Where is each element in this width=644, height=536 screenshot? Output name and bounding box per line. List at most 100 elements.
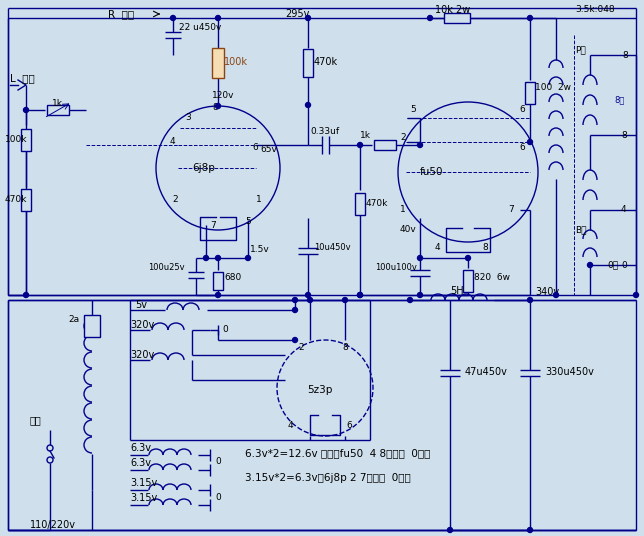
Text: 320v: 320v <box>130 350 155 360</box>
Circle shape <box>305 293 310 297</box>
Text: 5z3p: 5z3p <box>307 385 332 395</box>
Circle shape <box>527 16 533 20</box>
Text: 0黒: 0黒 <box>607 260 618 270</box>
Text: 3.15v: 3.15v <box>130 493 157 503</box>
Text: 100u100v: 100u100v <box>375 264 417 272</box>
Text: 6: 6 <box>519 144 525 153</box>
Text: 470k: 470k <box>366 199 388 209</box>
Circle shape <box>23 108 28 113</box>
Text: 0: 0 <box>222 325 228 334</box>
Bar <box>21 189 31 211</box>
Circle shape <box>527 297 533 302</box>
Circle shape <box>428 16 433 20</box>
Bar <box>212 48 224 78</box>
Bar <box>303 49 313 77</box>
Bar <box>213 272 223 290</box>
Circle shape <box>171 16 176 20</box>
Text: 100k: 100k <box>224 57 248 67</box>
Bar <box>374 140 396 150</box>
Text: 7: 7 <box>508 205 514 214</box>
Text: 8: 8 <box>342 344 348 353</box>
Bar <box>463 270 473 292</box>
Text: 10k 2w: 10k 2w <box>435 5 470 15</box>
Circle shape <box>587 263 592 267</box>
Circle shape <box>466 256 471 260</box>
Text: 6j8p: 6j8p <box>192 163 215 173</box>
Circle shape <box>408 297 413 302</box>
Circle shape <box>417 293 422 297</box>
Text: 8: 8 <box>212 103 218 113</box>
Text: 3.5k:048: 3.5k:048 <box>575 5 614 14</box>
Circle shape <box>204 256 209 260</box>
Circle shape <box>417 256 422 260</box>
Circle shape <box>553 293 558 297</box>
Circle shape <box>292 308 298 312</box>
Text: P红: P红 <box>575 46 586 55</box>
Text: 8: 8 <box>622 50 628 59</box>
Circle shape <box>292 338 298 343</box>
Circle shape <box>357 293 363 297</box>
Text: 0.33uf: 0.33uf <box>310 128 339 137</box>
Text: 6.3v*2=12.6v 供二个fu50  4 8脚灯丝  0接地: 6.3v*2=12.6v 供二个fu50 4 8脚灯丝 0接地 <box>245 448 430 458</box>
Text: 47u450v: 47u450v <box>465 367 508 377</box>
Text: 2a: 2a <box>68 316 79 324</box>
Text: 3.15v*2=6.3v供6j8p 2 7灯丝脚  0接地: 3.15v*2=6.3v供6j8p 2 7灯丝脚 0接地 <box>245 473 411 483</box>
Circle shape <box>305 102 310 108</box>
Text: 0: 0 <box>215 493 221 502</box>
Text: 5H: 5H <box>450 286 464 296</box>
Circle shape <box>417 143 422 147</box>
Text: 100k: 100k <box>5 136 28 145</box>
Text: 3: 3 <box>185 114 191 123</box>
Text: 2: 2 <box>298 344 303 353</box>
Text: 0: 0 <box>621 260 627 270</box>
Text: 680: 680 <box>224 273 242 282</box>
Text: 330u450v: 330u450v <box>545 367 594 377</box>
Text: fu50: fu50 <box>420 167 444 177</box>
Bar <box>47 105 69 115</box>
Text: 5v: 5v <box>135 300 147 310</box>
Circle shape <box>23 293 28 297</box>
Text: R  声道: R 声道 <box>108 9 134 19</box>
Circle shape <box>245 256 251 260</box>
Text: 5: 5 <box>410 106 416 115</box>
Text: 1.5v: 1.5v <box>250 245 270 255</box>
Circle shape <box>292 297 298 302</box>
Text: B兰: B兰 <box>575 226 587 235</box>
Text: 470k: 470k <box>5 196 28 205</box>
Text: 4: 4 <box>170 138 176 146</box>
Text: 1k: 1k <box>52 99 63 108</box>
Text: 6: 6 <box>252 144 258 153</box>
Text: 8兰: 8兰 <box>614 95 625 105</box>
Text: 4: 4 <box>621 205 627 214</box>
Text: 7: 7 <box>210 220 216 229</box>
Text: 295v: 295v <box>285 9 309 19</box>
Text: 110/220v: 110/220v <box>30 520 76 530</box>
Text: 2: 2 <box>172 196 178 205</box>
Bar <box>355 193 365 215</box>
Text: 6.3v: 6.3v <box>130 443 151 453</box>
Text: 开关: 开关 <box>30 415 42 425</box>
Circle shape <box>527 139 533 145</box>
Text: 6: 6 <box>519 106 525 115</box>
Circle shape <box>634 293 638 297</box>
Text: 22 u450v: 22 u450v <box>179 24 222 33</box>
Circle shape <box>357 143 363 147</box>
Text: 100u25v: 100u25v <box>148 264 185 272</box>
Text: 1: 1 <box>400 205 406 214</box>
Text: 820  6w: 820 6w <box>474 273 510 282</box>
Text: 40v: 40v <box>400 226 417 235</box>
Circle shape <box>307 297 312 302</box>
Text: 5: 5 <box>245 218 251 227</box>
Circle shape <box>216 16 220 20</box>
Text: 8: 8 <box>482 243 488 252</box>
Text: L  输入: L 输入 <box>10 73 35 83</box>
Circle shape <box>216 256 220 260</box>
Text: 4: 4 <box>288 421 294 429</box>
Text: 320v: 320v <box>130 320 155 330</box>
Text: 1k: 1k <box>360 130 371 139</box>
Text: 65v: 65v <box>260 145 277 154</box>
Text: 3.15v: 3.15v <box>130 478 157 488</box>
Text: 4: 4 <box>435 243 440 252</box>
Text: 6.3v: 6.3v <box>130 458 151 468</box>
Bar <box>21 129 31 151</box>
